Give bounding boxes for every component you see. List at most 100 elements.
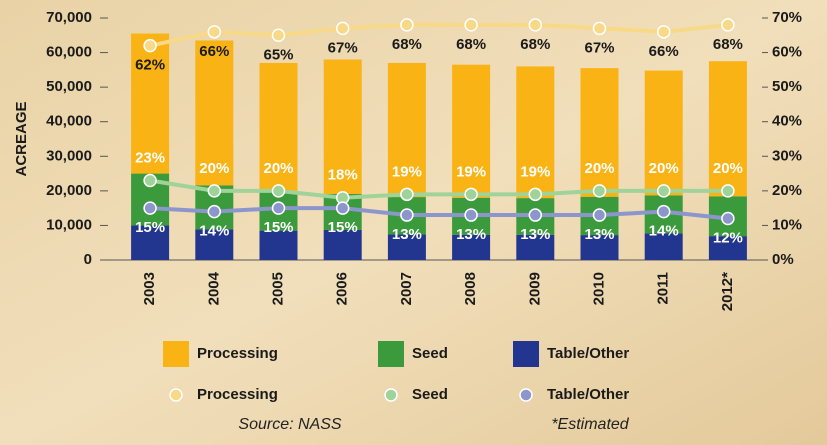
line-point	[271, 184, 286, 198]
legend-label: Table/Other	[547, 345, 629, 362]
x-tick-label: 2007	[398, 272, 415, 305]
data-label: 18%	[328, 167, 358, 184]
data-label: 13%	[456, 226, 486, 243]
x-tick-label: 2008	[462, 272, 479, 305]
line-point	[400, 18, 414, 32]
line-point	[464, 187, 478, 202]
legend-swatch	[513, 341, 539, 367]
data-label: 15%	[135, 219, 165, 236]
line-point	[207, 184, 222, 198]
y2-tick-label: 10%	[772, 216, 802, 233]
legend-swatch	[378, 341, 404, 367]
bar	[195, 229, 234, 260]
data-label: 19%	[456, 163, 486, 180]
y2-tick-label: 60%	[772, 44, 802, 61]
data-label: 19%	[520, 163, 550, 180]
bar	[259, 230, 298, 260]
line-point	[335, 201, 350, 215]
bar	[644, 70, 683, 196]
legend-label: Processing	[197, 386, 278, 403]
bar	[516, 234, 555, 260]
bar	[259, 62, 298, 192]
line-point	[721, 18, 735, 32]
bar	[580, 235, 619, 260]
bar	[644, 233, 683, 260]
line-point	[592, 21, 607, 36]
line-point	[721, 184, 735, 198]
line-point	[528, 187, 543, 202]
data-label: 13%	[520, 226, 550, 243]
line-point	[464, 208, 478, 222]
data-label: 67%	[328, 39, 358, 56]
y-tick-label: 0	[84, 251, 92, 268]
line-point	[528, 18, 543, 32]
y-axis-label: ACREAGE	[13, 101, 30, 176]
y-tick-label: 60,000	[46, 44, 92, 61]
bar	[323, 229, 362, 260]
data-label: 68%	[713, 36, 743, 53]
bar	[708, 61, 747, 197]
data-label: 12%	[713, 229, 743, 246]
line	[149, 178, 728, 200]
y2-tick-label: 70%	[772, 9, 802, 26]
data-label: 67%	[584, 39, 614, 56]
line-point	[592, 208, 607, 222]
x-tick-label: 2010	[590, 272, 607, 305]
line-point	[528, 208, 543, 222]
data-label: 68%	[392, 36, 422, 53]
legend-swatch	[163, 341, 189, 367]
x-tick-label: 2004	[205, 271, 222, 305]
bar	[131, 33, 170, 174]
y2-tick-label: 30%	[772, 147, 802, 164]
y2-tick-label: 40%	[772, 113, 802, 130]
data-label: 15%	[328, 219, 358, 236]
line-point	[143, 173, 157, 188]
line-point	[335, 21, 350, 36]
data-label: 20%	[584, 160, 614, 177]
line-point	[400, 187, 414, 202]
x-tick-label: 2006	[334, 272, 351, 305]
data-label: 66%	[649, 43, 679, 60]
data-label: 13%	[392, 226, 422, 243]
legend-marker	[519, 388, 533, 402]
data-label: 19%	[392, 163, 422, 180]
data-label: 20%	[713, 160, 743, 177]
bar	[708, 236, 747, 260]
line-point	[656, 184, 671, 198]
data-label: 15%	[263, 219, 293, 236]
line-point	[207, 204, 222, 219]
bar	[387, 234, 426, 260]
legend-label: Table/Other	[547, 386, 629, 403]
line-point	[271, 201, 286, 215]
line-point	[400, 208, 414, 222]
legend-marker	[169, 388, 183, 402]
bar	[387, 62, 426, 198]
x-tick-label: 2009	[526, 272, 543, 305]
line-point	[271, 28, 286, 43]
y-tick-label: 20,000	[46, 182, 92, 199]
legend-label: Seed	[412, 386, 448, 403]
line	[149, 22, 729, 48]
x-tick-label: 2003	[141, 272, 158, 305]
data-label: 14%	[649, 223, 679, 240]
bar	[452, 234, 491, 260]
line-point	[464, 18, 478, 32]
data-label: 20%	[199, 160, 229, 177]
data-label: 62%	[135, 57, 165, 74]
data-label: 20%	[263, 160, 293, 177]
data-label: 68%	[520, 36, 550, 53]
line-point	[143, 38, 157, 53]
bar	[580, 68, 619, 197]
legend-label: Processing	[197, 345, 278, 362]
source: Source: NASS	[238, 416, 341, 433]
y-tick-label: 10,000	[46, 216, 92, 233]
legend-label: Seed	[412, 345, 448, 362]
y-tick-label: 70,000	[46, 9, 92, 26]
data-label: 65%	[263, 46, 293, 63]
data-label: 14%	[199, 223, 229, 240]
bar	[131, 225, 170, 260]
data-label: 13%	[584, 226, 614, 243]
footnote: *Estimated	[551, 416, 629, 433]
line-point	[207, 25, 222, 39]
